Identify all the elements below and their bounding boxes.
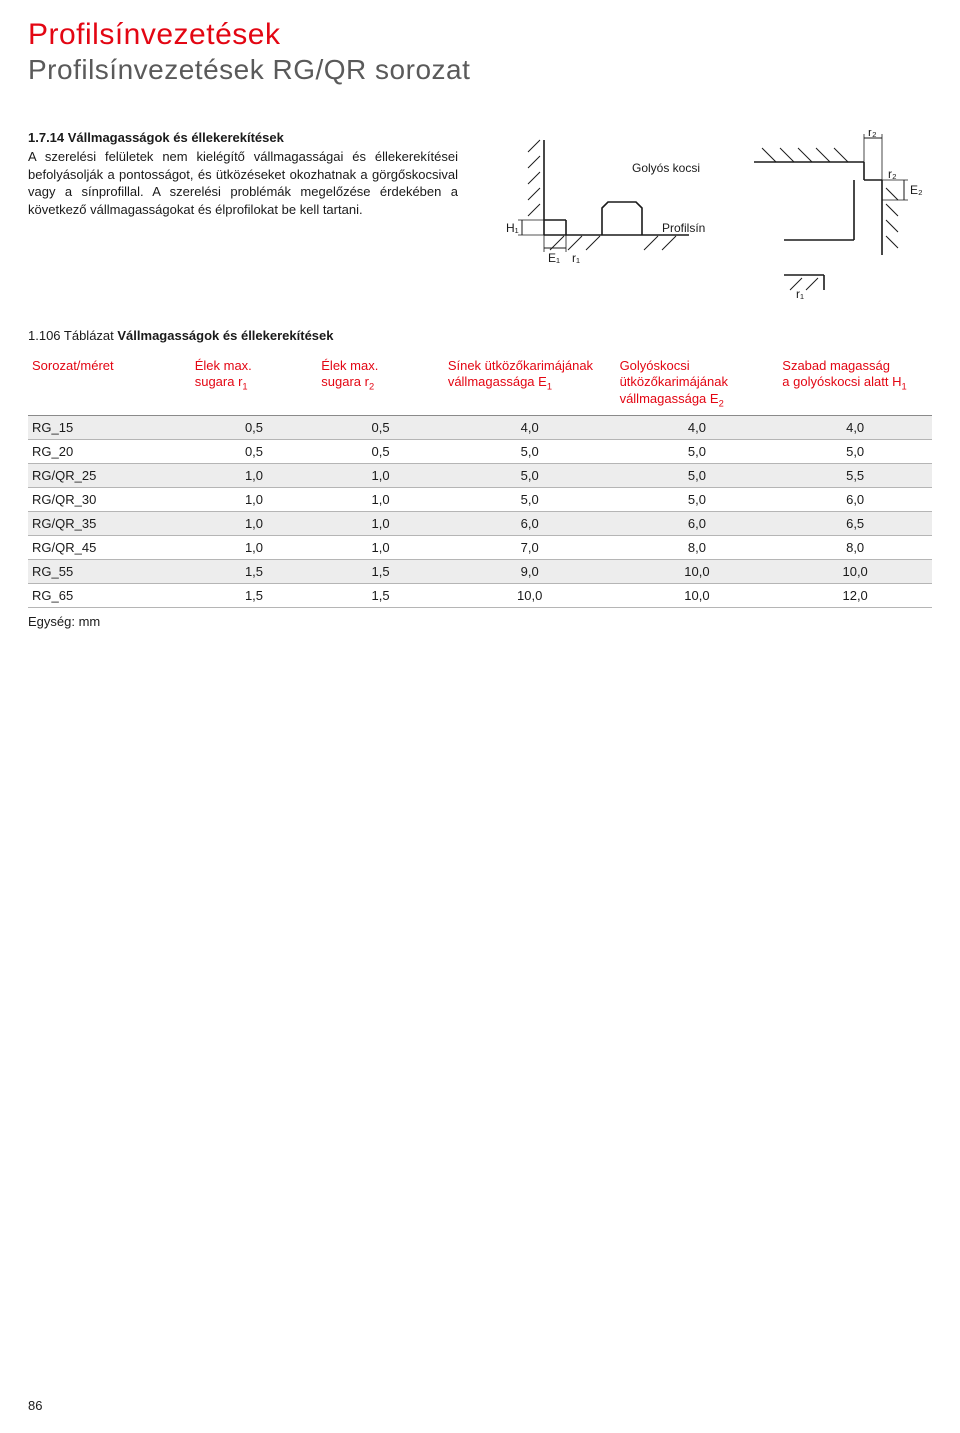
cell-series: RG_20	[28, 439, 191, 463]
col-e1: Sínek ütközőkarimájának vállmagassága E1	[444, 353, 616, 415]
cell-series: RG/QR_25	[28, 463, 191, 487]
table-row: RG_150,50,54,04,04,0	[28, 415, 932, 439]
section-paragraph: A szerelési felületek nem kielégítő váll…	[28, 148, 458, 218]
cell-value: 1,5	[317, 583, 444, 607]
cell-value: 12,0	[778, 583, 932, 607]
table-row: RG/QR_251,01,05,05,05,5	[28, 463, 932, 487]
cell-value: 5,0	[778, 439, 932, 463]
label-r2-top: r₂	[868, 130, 877, 139]
cell-value: 1,5	[191, 559, 318, 583]
label-rail: Profilsín	[662, 221, 705, 235]
table-caption-name: Vállmagasságok és éllekerekítések	[117, 328, 333, 343]
cell-value: 9,0	[444, 559, 616, 583]
cell-value: 0,5	[191, 439, 318, 463]
label-h1: H₁	[506, 221, 519, 235]
cell-value: 10,0	[616, 583, 779, 607]
table-caption-number: 1.106 Táblázat	[28, 328, 117, 343]
label-r1-left: r₁	[572, 251, 580, 265]
cell-series: RG/QR_35	[28, 511, 191, 535]
cell-series: RG_15	[28, 415, 191, 439]
cell-value: 1,0	[191, 463, 318, 487]
cell-value: 5,0	[616, 463, 779, 487]
cell-value: 10,0	[444, 583, 616, 607]
cell-value: 1,0	[191, 487, 318, 511]
table-caption: 1.106 Táblázat Vállmagasságok és élleker…	[28, 328, 932, 343]
intro-text-block: 1.7.14 Vállmagasságok és éllekerekítések…	[28, 130, 458, 218]
cell-series: RG_55	[28, 559, 191, 583]
label-e1: E₁	[548, 251, 560, 265]
label-e2: E₂	[910, 183, 923, 197]
cell-value: 7,0	[444, 535, 616, 559]
cell-value: 8,0	[616, 535, 779, 559]
table-row: RG_551,51,59,010,010,0	[28, 559, 932, 583]
section-heading: 1.7.14 Vállmagasságok és éllekerekítések	[28, 130, 458, 145]
cell-value: 4,0	[778, 415, 932, 439]
cross-section-diagram: H₁ E₁ r₁ Golyós kocsi Profilsín	[476, 130, 932, 300]
cell-value: 1,0	[191, 535, 318, 559]
cell-series: RG/QR_45	[28, 535, 191, 559]
page-title: Profilsínvezetések	[28, 18, 932, 52]
col-e2: Golyóskocsi ütközőkarimájának vállmagass…	[616, 353, 779, 415]
cell-value: 0,5	[317, 415, 444, 439]
col-r2: Élek max. sugara r2	[317, 353, 444, 415]
cell-value: 1,0	[317, 535, 444, 559]
cell-value: 1,0	[317, 463, 444, 487]
cell-value: 5,0	[444, 487, 616, 511]
cell-value: 10,0	[616, 559, 779, 583]
cell-value: 5,0	[616, 487, 779, 511]
cell-series: RG/QR_30	[28, 487, 191, 511]
page-subtitle: Profilsínvezetések RG/QR sorozat	[28, 54, 932, 86]
table-row: RG_200,50,55,05,05,0	[28, 439, 932, 463]
cell-value: 4,0	[616, 415, 779, 439]
page-number: 86	[28, 1398, 42, 1413]
col-r1: Élek max. sugara r1	[191, 353, 318, 415]
cell-value: 1,5	[191, 583, 318, 607]
cell-value: 6,0	[778, 487, 932, 511]
table-row: RG/QR_351,01,06,06,06,5	[28, 511, 932, 535]
cell-value: 0,5	[317, 439, 444, 463]
cell-value: 10,0	[778, 559, 932, 583]
cell-value: 6,0	[444, 511, 616, 535]
label-r1-right: r₁	[796, 287, 804, 300]
cell-value: 6,5	[778, 511, 932, 535]
intro-row: 1.7.14 Vállmagasságok és éllekerekítések…	[28, 130, 932, 300]
cell-value: 5,0	[444, 463, 616, 487]
cell-value: 1,0	[191, 511, 318, 535]
cell-value: 5,0	[616, 439, 779, 463]
cell-series: RG_65	[28, 583, 191, 607]
table-row: RG_651,51,510,010,012,0	[28, 583, 932, 607]
col-series: Sorozat/méret	[28, 353, 191, 415]
cell-value: 4,0	[444, 415, 616, 439]
col-h1: Szabad magasság a golyóskocsi alatt H1	[778, 353, 932, 415]
shoulder-height-table: Sorozat/méret Élek max. sugara r1 Élek m…	[28, 353, 932, 608]
cell-value: 1,5	[317, 559, 444, 583]
cell-value: 1,0	[317, 487, 444, 511]
cell-value: 5,5	[778, 463, 932, 487]
cell-value: 1,0	[317, 511, 444, 535]
label-carriage: Golyós kocsi	[632, 161, 700, 175]
cell-value: 8,0	[778, 535, 932, 559]
table-header-row: Sorozat/méret Élek max. sugara r1 Élek m…	[28, 353, 932, 415]
label-r2-side: r₂	[888, 167, 897, 181]
table-row: RG/QR_451,01,07,08,08,0	[28, 535, 932, 559]
cell-value: 6,0	[616, 511, 779, 535]
table-row: RG/QR_301,01,05,05,06,0	[28, 487, 932, 511]
cell-value: 0,5	[191, 415, 318, 439]
table-unit: Egység: mm	[28, 614, 932, 629]
cell-value: 5,0	[444, 439, 616, 463]
